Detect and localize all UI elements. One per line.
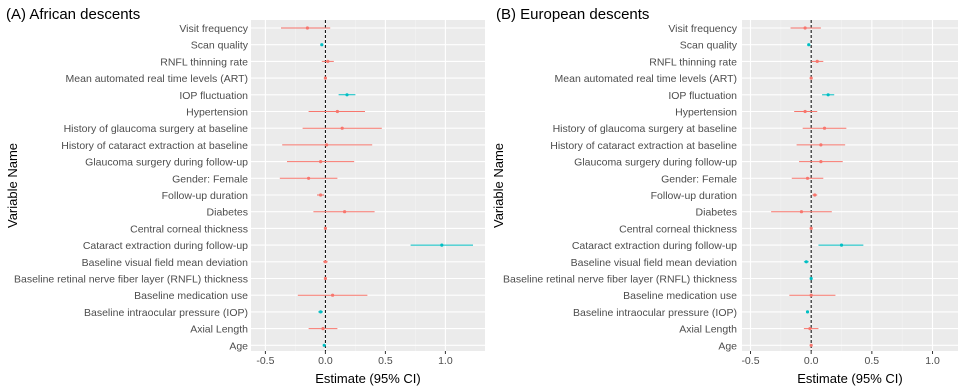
x-tick-label: 0.5 bbox=[378, 355, 393, 367]
estimate-point bbox=[822, 126, 827, 130]
y-tick-label: Gender: Female bbox=[661, 173, 737, 185]
y-tick-label: History of glaucoma surgery at baseline bbox=[64, 123, 249, 135]
y-tick-label: Baseline medication use bbox=[623, 290, 737, 302]
estimate-point bbox=[809, 226, 813, 230]
y-tick-label: Central corneal thickness bbox=[619, 223, 737, 235]
x-tick-label: 1.0 bbox=[925, 355, 940, 367]
estimate-point bbox=[809, 343, 813, 347]
x-axis-title: Estimate (95% CI) bbox=[315, 371, 420, 386]
x-tick-label: 1.0 bbox=[438, 355, 453, 367]
y-tick-label: IOP fluctuation bbox=[668, 90, 737, 102]
estimate-point bbox=[322, 343, 326, 347]
y-tick-label: Mean automated real time levels (ART) bbox=[66, 73, 248, 85]
chart-panel-african: (A) African descents Variable Name Visit f… bbox=[5, 6, 485, 386]
y-tick-label: Glaucoma surgery during follow-up bbox=[574, 157, 737, 169]
estimate-point bbox=[335, 109, 339, 114]
estimate-point bbox=[813, 193, 817, 197]
plot-panel bbox=[742, 20, 958, 351]
y-tick-label: Axial Length bbox=[190, 324, 248, 336]
y-tick-label: Visit frequency bbox=[668, 23, 737, 35]
y-tick-label: Cataract extraction during follow-up bbox=[83, 240, 248, 252]
y-tick-label: History of glaucoma surgery at baseline bbox=[553, 123, 738, 135]
chart-title: (A) African descents bbox=[6, 6, 140, 23]
y-tick-label: IOP fluctuation bbox=[179, 90, 248, 102]
estimate-point bbox=[305, 26, 309, 30]
estimate-point bbox=[803, 109, 807, 114]
y-tick-label: Follow-up duration bbox=[651, 190, 738, 202]
estimate-point bbox=[345, 93, 349, 97]
y-tick-label: Baseline visual field mean deviation bbox=[571, 257, 738, 269]
estimate-point bbox=[826, 93, 830, 97]
estimate-point bbox=[323, 76, 327, 80]
y-axis-title: Variable Name bbox=[491, 143, 506, 228]
plot-panel bbox=[251, 20, 485, 351]
y-tick-label: Central corneal thickness bbox=[130, 223, 248, 235]
y-tick-label: RNFL thinning rate bbox=[649, 56, 737, 68]
estimate-point bbox=[809, 76, 813, 80]
y-tick-label: Baseline visual field mean deviation bbox=[82, 257, 249, 269]
estimate-point bbox=[323, 260, 327, 264]
y-tick-label: Baseline intraocular pressure (IOP) bbox=[84, 307, 248, 319]
estimate-point bbox=[326, 59, 330, 64]
x-tick-label: 0.0 bbox=[804, 355, 819, 367]
y-tick-label: Mean automated real time levels (ART) bbox=[555, 73, 737, 85]
estimate-point bbox=[323, 226, 327, 230]
y-tick-label: RNFL thinning rate bbox=[160, 56, 248, 68]
x-tick-label: 0.5 bbox=[865, 355, 880, 367]
estimate-point bbox=[804, 260, 808, 264]
estimate-point bbox=[321, 327, 325, 331]
y-tick-label: Diabetes bbox=[207, 207, 248, 219]
estimate-point bbox=[440, 243, 444, 247]
x-axis-title: Estimate (95% CI) bbox=[797, 371, 902, 386]
y-tick-label: Scan quality bbox=[680, 40, 738, 52]
y-tick-label: Axial Length bbox=[679, 324, 737, 336]
y-tick-label: Age bbox=[229, 340, 248, 352]
estimate-point bbox=[340, 126, 344, 130]
y-tick-label: Baseline medication use bbox=[134, 290, 248, 302]
x-tick-label: 0.0 bbox=[318, 355, 333, 367]
estimate-point bbox=[808, 327, 812, 331]
estimate-point bbox=[319, 193, 323, 197]
y-axis-title: Variable Name bbox=[5, 143, 20, 228]
estimate-point bbox=[803, 26, 807, 30]
y-tick-label: Cataract extraction during follow-up bbox=[572, 240, 737, 252]
y-tick-label: Diabetes bbox=[696, 207, 737, 219]
estimate-point bbox=[319, 160, 323, 164]
estimate-point bbox=[815, 59, 819, 64]
y-tick-label: Gender: Female bbox=[172, 173, 248, 185]
estimate-point bbox=[323, 276, 327, 281]
estimate-point bbox=[343, 210, 347, 214]
x-tick-label: -0.5 bbox=[256, 355, 274, 367]
y-tick-label: Follow-up duration bbox=[162, 190, 249, 202]
y-tick-label: Glaucoma surgery during follow-up bbox=[85, 157, 248, 169]
estimate-point bbox=[809, 293, 813, 297]
estimate-point bbox=[319, 310, 323, 314]
estimate-point bbox=[809, 276, 813, 281]
estimate-point bbox=[320, 43, 324, 47]
chart-panel-european: (B) European descents Variable Name Visit … bbox=[491, 6, 958, 386]
estimate-point bbox=[805, 176, 810, 180]
y-tick-label: Visit frequency bbox=[179, 23, 248, 35]
estimate-point bbox=[325, 143, 329, 147]
estimate-point bbox=[805, 310, 810, 314]
estimate-point bbox=[331, 293, 335, 297]
estimate-point bbox=[307, 176, 311, 180]
estimate-point bbox=[799, 210, 804, 214]
y-tick-label: Baseline intraocular pressure (IOP) bbox=[573, 307, 737, 319]
estimate-point bbox=[839, 243, 844, 247]
estimate-point bbox=[819, 160, 823, 164]
y-tick-label: History of cataract extraction at baseli… bbox=[61, 140, 248, 152]
y-tick-label: Scan quality bbox=[191, 40, 249, 52]
x-tick-label: -0.5 bbox=[741, 355, 759, 367]
y-tick-label: Age bbox=[718, 340, 737, 352]
y-tick-label: History of cataract extraction at baseli… bbox=[550, 140, 737, 152]
y-tick-label: Baseline retinal nerve fiber layer (RNFL… bbox=[503, 274, 737, 286]
y-tick-label: Hypertension bbox=[675, 107, 737, 119]
chart-title: (B) European descents bbox=[496, 6, 649, 23]
y-tick-label: Hypertension bbox=[186, 107, 248, 119]
y-tick-label: Baseline retinal nerve fiber layer (RNFL… bbox=[14, 274, 248, 286]
estimate-point bbox=[819, 143, 823, 147]
estimate-point bbox=[807, 43, 811, 47]
